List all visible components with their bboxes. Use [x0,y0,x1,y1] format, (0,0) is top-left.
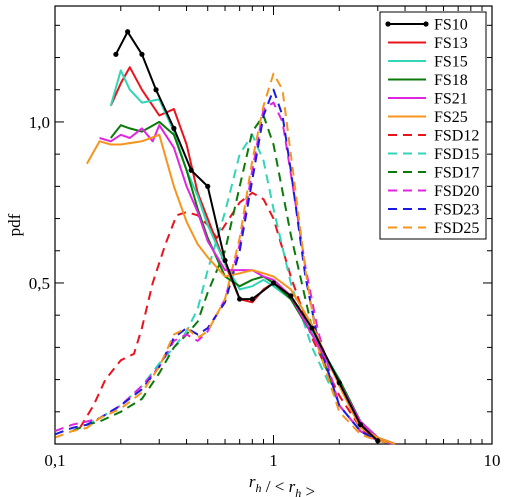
y-tick-label: 1,0 [29,113,50,132]
x-tick-label: 0,1 [44,451,65,470]
series-line-fsd12 [79,191,396,445]
series-line-fs10 [115,30,379,442]
ticks-layer: 0,1 1 10 0,5 1,0 [29,6,501,470]
x-tick-label: 10 [484,451,501,470]
data-point-fs10 [113,51,119,57]
legend-label-fsd23: FSD23 [434,202,479,219]
y-axis-title: pdf [5,213,24,236]
data-point-fs10 [288,293,294,299]
x-axis-title: rh / < rh > [249,472,315,497]
legend-marker [423,21,429,27]
data-point-fs10 [205,183,211,189]
data-point-fs10 [249,296,255,302]
series-line-fsd17 [71,114,396,445]
legend-label-fsd17: FSD17 [434,165,479,182]
data-point-fs10 [357,422,364,428]
legend-label-fsd15: FSD15 [434,146,479,163]
legend-box [379,11,487,240]
legend-label-fsd12: FSD12 [434,128,479,145]
legend-label-fsd25: FSD25 [434,220,479,237]
data-point-fs10 [125,29,131,35]
series-layer [54,29,396,445]
data-point-fs10 [222,257,228,264]
legend-label-fs15: FS15 [434,54,468,71]
series-line-fs21 [99,124,396,445]
series-line-fs15 [109,69,396,445]
data-point-fs10 [336,380,342,386]
data-point-fs10 [139,51,145,57]
data-point-fs10 [153,87,159,93]
legend-label-fs25: FS25 [434,109,468,126]
legend-label-fs13: FS13 [434,35,468,52]
data-point-fs10 [188,167,194,173]
data-point-fs10 [237,296,243,302]
legend-label-fsd20: FSD20 [434,183,479,200]
legend-label-fs18: FS18 [434,72,468,89]
legend-label-fs21: FS21 [434,91,468,108]
series-line-fsd25 [54,72,396,445]
data-point-fs10 [309,325,315,331]
legend-label-fs10: FS10 [434,17,468,34]
data-point-fs10 [270,280,277,286]
data-point-fs10 [171,125,177,131]
legend-marker [385,21,391,27]
y-tick-label: 0,5 [29,274,50,293]
legend: FS10FS13FS15FS18FS21FS25FSD12FSD15FSD17F… [379,11,487,240]
x-tick-label: 1 [269,451,278,470]
series-line-fs13 [109,66,396,445]
